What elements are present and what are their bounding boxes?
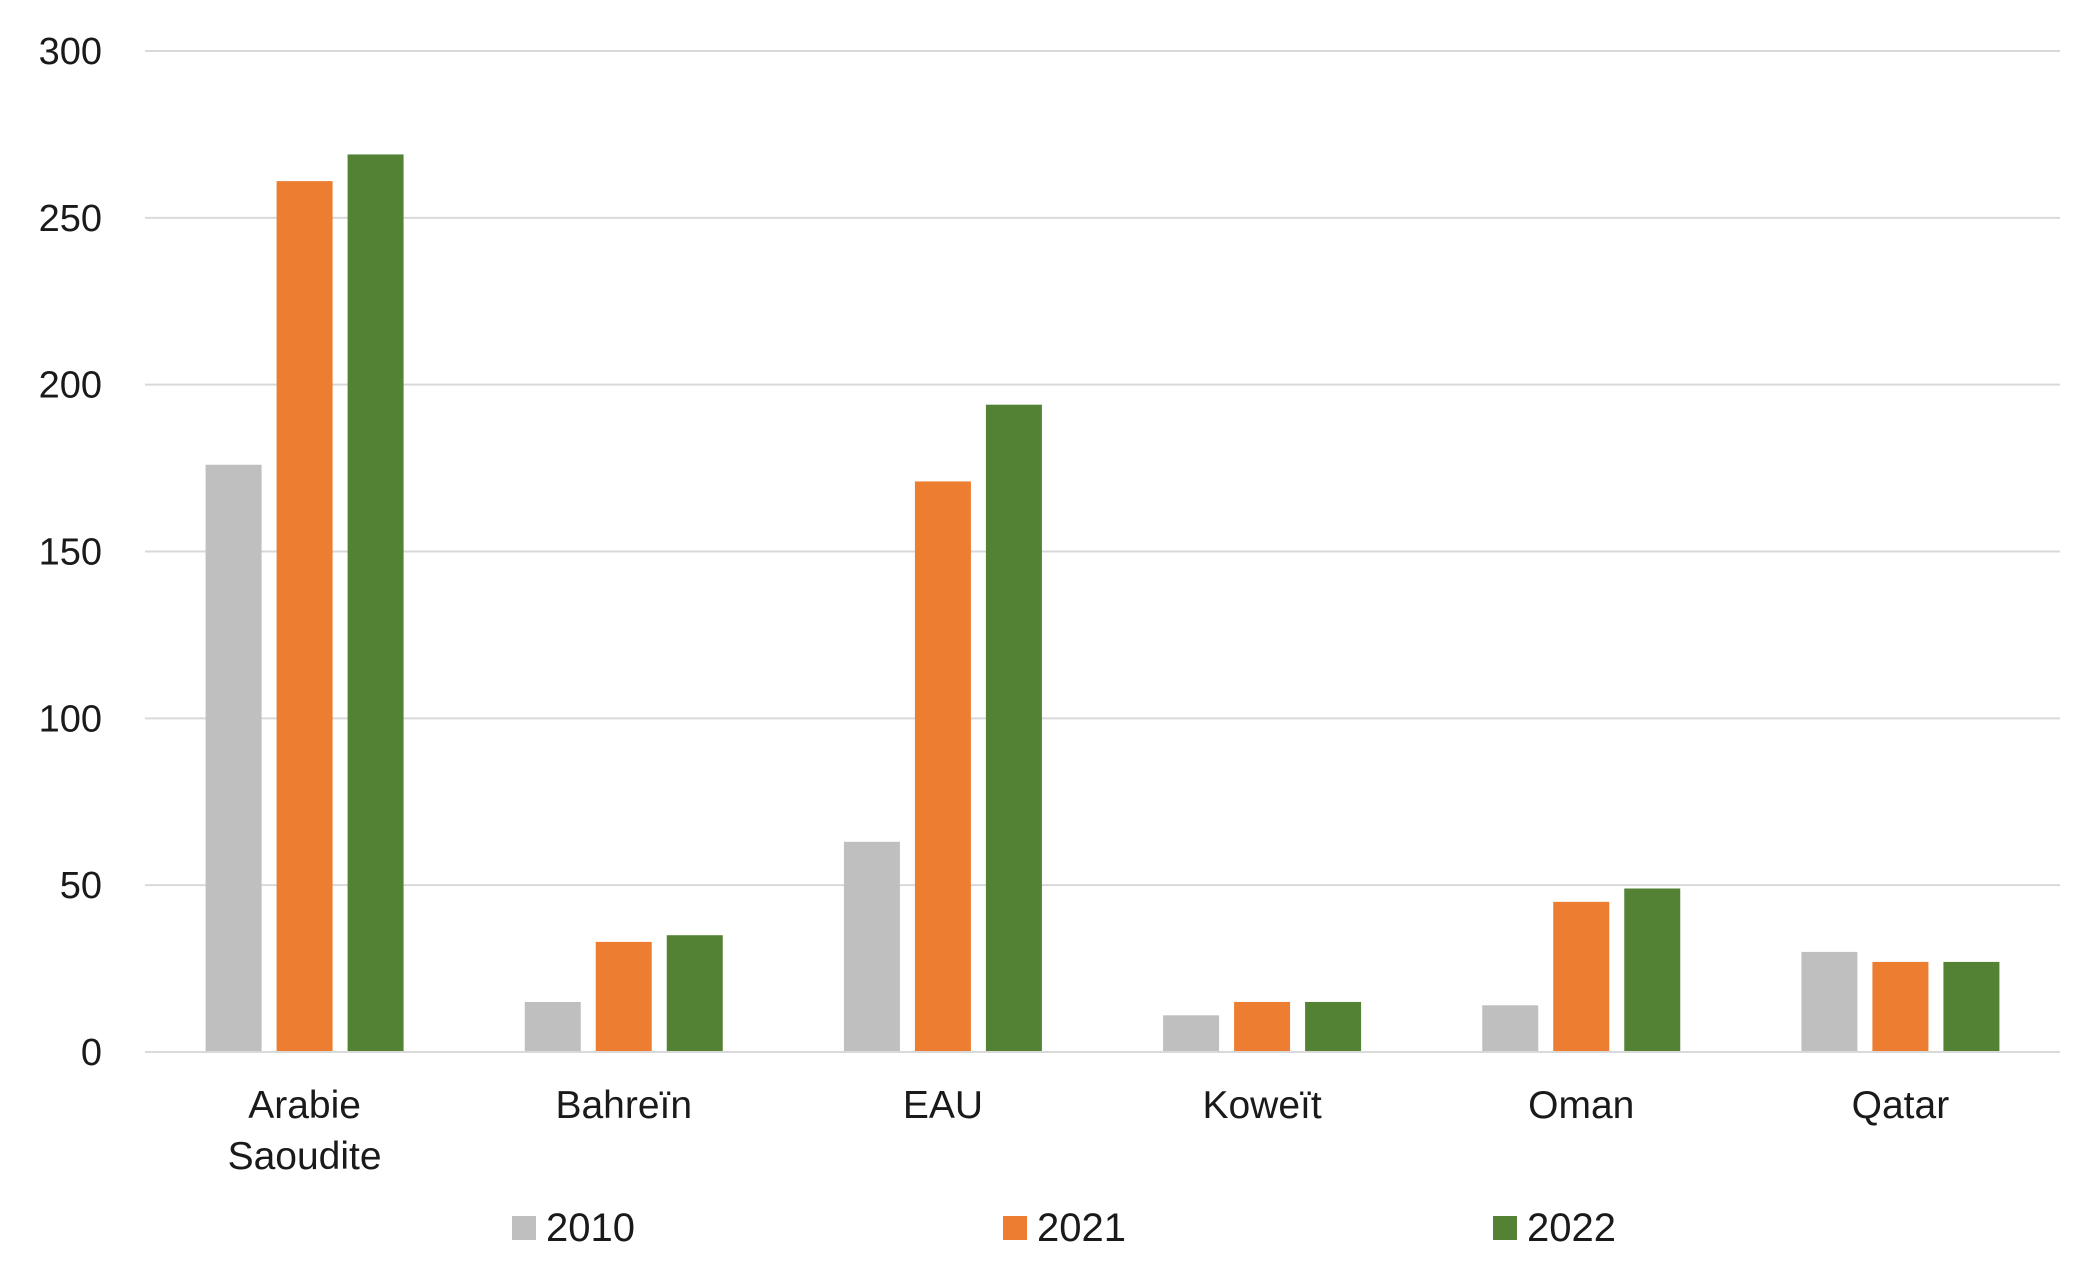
y-tick-label: 0 xyxy=(81,1032,102,1074)
bar-2010-4 xyxy=(1482,1005,1539,1052)
legend-label: 2021 xyxy=(1037,1206,1126,1250)
bar-2021-2 xyxy=(914,481,971,1052)
bar-2022-0 xyxy=(347,154,404,1053)
legend-label: 2010 xyxy=(546,1206,635,1250)
bar-2022-4 xyxy=(1624,888,1681,1052)
bar-2022-5 xyxy=(1943,961,2000,1052)
bar-2021-0 xyxy=(276,181,333,1052)
bar-2010-2 xyxy=(843,841,900,1052)
y-tick-label: 50 xyxy=(60,865,102,907)
bar-2022-2 xyxy=(985,404,1042,1053)
y-tick-label: 150 xyxy=(39,532,102,574)
bar-2021-1 xyxy=(595,941,652,1052)
y-axis-tick-labels: 0 50 100 150 200 250 300 xyxy=(39,31,102,1074)
category-labels: Arabie Saoudite Bahreïn EAU Koweït Oman Qatar xyxy=(228,1084,1950,1178)
bar-2021-5 xyxy=(1872,961,1929,1052)
legend-label: 2022 xyxy=(1527,1206,1616,1250)
category-label: Oman xyxy=(1528,1084,1634,1127)
y-tick-label: 300 xyxy=(39,31,102,73)
y-tick-label: 100 xyxy=(39,698,102,740)
gridlines xyxy=(145,50,2060,887)
bar-2010-1 xyxy=(524,1001,581,1052)
legend-swatch xyxy=(1493,1216,1517,1240)
legend-item-2010: 2010 xyxy=(512,1206,635,1250)
legend-item-2021: 2021 xyxy=(1003,1206,1126,1250)
bar-2022-3 xyxy=(1305,1001,1362,1052)
bar-2010-0 xyxy=(205,464,262,1052)
category-label: Bahreïn xyxy=(555,1084,692,1127)
category-label: Qatar xyxy=(1852,1084,1950,1127)
bar-2021-3 xyxy=(1234,1001,1291,1052)
legend-swatch xyxy=(1003,1216,1027,1240)
category-label: Koweït xyxy=(1202,1084,1321,1127)
y-tick-label: 250 xyxy=(39,198,102,240)
legend: 2010 2021 2022 xyxy=(512,1206,1616,1250)
legend-item-2022: 2022 xyxy=(1493,1206,1616,1250)
y-tick-label: 200 xyxy=(39,365,102,407)
category-label: EAU xyxy=(903,1084,983,1127)
bars xyxy=(205,154,2000,1053)
bar-2010-3 xyxy=(1163,1015,1220,1052)
bar-2021-4 xyxy=(1553,901,1610,1052)
category-label: Saoudite xyxy=(228,1135,382,1178)
legend-swatch xyxy=(512,1216,536,1240)
bar-2022-1 xyxy=(666,935,723,1052)
bar-2010-5 xyxy=(1801,951,1858,1052)
category-label: Arabie xyxy=(248,1084,361,1127)
